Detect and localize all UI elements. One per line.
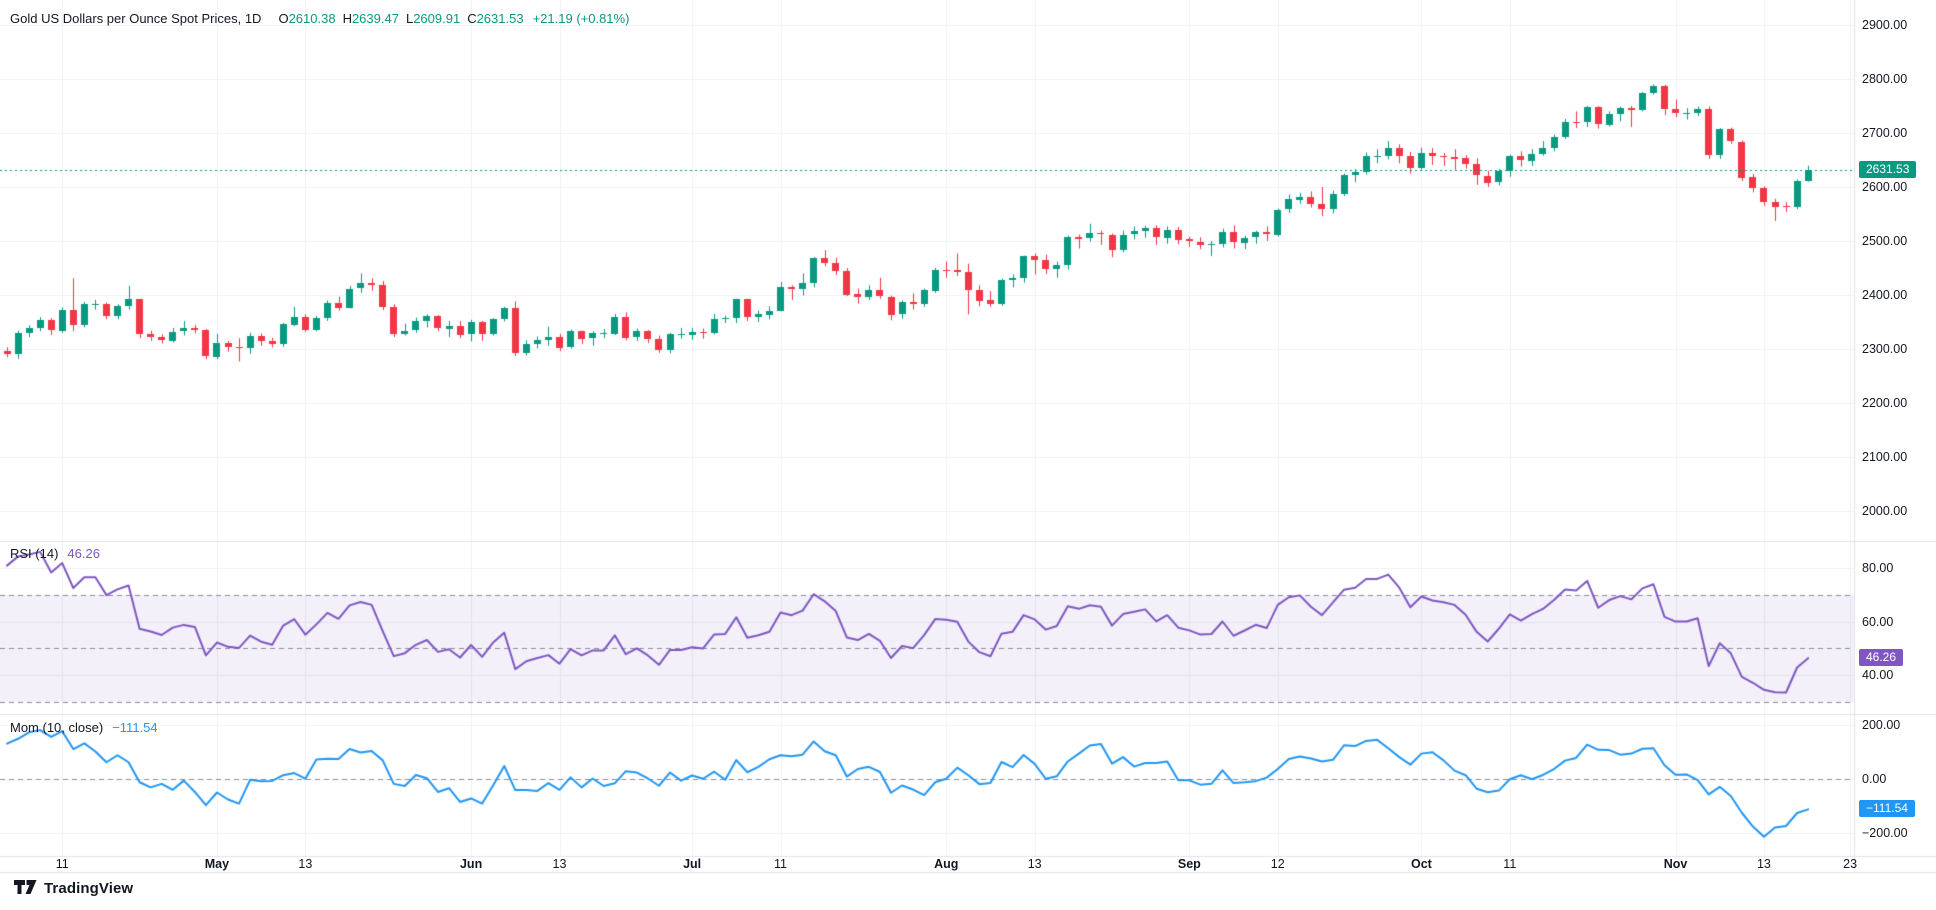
mom-value: −111.54	[112, 720, 158, 735]
time-tick-label: 11	[774, 857, 787, 871]
price-tick-label: 2600.00	[1862, 180, 1908, 194]
price-tick-label: 2400.00	[1862, 288, 1908, 302]
price-tick-label: 2000.00	[1862, 504, 1908, 518]
rsi-value-badge: 46.26	[1859, 649, 1904, 667]
symbol-title: Gold US Dollars per Ounce Spot Prices, 1…	[10, 11, 262, 26]
last-price-badge: 2631.53	[1859, 160, 1917, 178]
price-tick-label: 2300.00	[1862, 342, 1908, 356]
tradingview-logo-icon	[14, 880, 37, 894]
time-tick-label: Oct	[1410, 857, 1432, 871]
price-tick-label: 0.00	[1862, 772, 1887, 786]
close-label: C	[467, 11, 477, 26]
time-axis[interactable]: 11 May 13 Jun 13 Jul 11 Aug 13 Sep 12 Oct 11 Nov 13 23	[0, 855, 1858, 873]
price-tick-label: 2800.00	[1862, 72, 1908, 86]
time-tick-label: 11	[1503, 857, 1517, 871]
price-tick-label: 2900.00	[1862, 18, 1908, 32]
tradingview-brand: TradingView	[44, 880, 134, 897]
rsi-label: RSI (14)	[10, 546, 59, 561]
mom-label: Mom (10, close)	[10, 720, 104, 735]
high-label: H	[342, 11, 352, 26]
mom-value-badge: −111.54	[1859, 800, 1915, 818]
time-tick-label: 13	[1027, 857, 1042, 871]
time-tick-label: Jul	[683, 857, 702, 871]
time-tick-label: 12	[1270, 857, 1285, 871]
rsi-legend: RSI (14) 46.26	[10, 546, 100, 561]
mom-legend: Mom (10, close) −111.54	[10, 720, 158, 735]
rsi-value: 46.26	[67, 546, 100, 561]
time-tick-label: 11	[55, 857, 69, 871]
change-value: +21.19 (+0.81%)	[532, 11, 630, 26]
time-tick-label: 13	[552, 857, 567, 871]
price-tick-label: 2500.00	[1862, 234, 1908, 248]
price-tick-label: −200.00	[1862, 826, 1908, 840]
symbol-legend: Gold US Dollars per Ounce Spot Prices, 1…	[10, 11, 629, 26]
time-tick-label: 23	[1843, 857, 1858, 871]
price-tick-label: 60.00	[1862, 614, 1894, 629]
price-tick-label: 2200.00	[1862, 396, 1908, 410]
price-tick-label: 80.00	[1862, 561, 1894, 575]
time-tick-label: Aug	[934, 857, 959, 871]
price-tick-label: 40.00	[1862, 668, 1894, 683]
high-value: 2639.47	[351, 11, 399, 26]
price-tick-label: 2700.00	[1862, 126, 1908, 140]
time-tick-label: Nov	[1663, 857, 1688, 871]
price-tick-label: 200.00	[1862, 718, 1901, 732]
time-tick-label: 13	[1756, 857, 1771, 871]
time-tick-label: Jun	[459, 857, 483, 871]
open-label: O	[278, 11, 289, 26]
low-value: 2609.91	[413, 11, 461, 26]
tradingview-attribution[interactable]: TradingView	[14, 880, 133, 897]
low-label: L	[405, 11, 414, 26]
open-value: 2610.38	[288, 11, 336, 26]
time-tick-label: May	[204, 857, 230, 871]
price-tick-label: 2100.00	[1862, 450, 1908, 464]
time-tick-label: 13	[298, 857, 313, 871]
price-axis[interactable]: 2900.00 2800.00 2700.00 2600.00 2500.00 2400.…	[1854, 0, 1936, 872]
time-tick-label: Sep	[1177, 857, 1201, 871]
close-value: 2631.53	[476, 11, 524, 26]
